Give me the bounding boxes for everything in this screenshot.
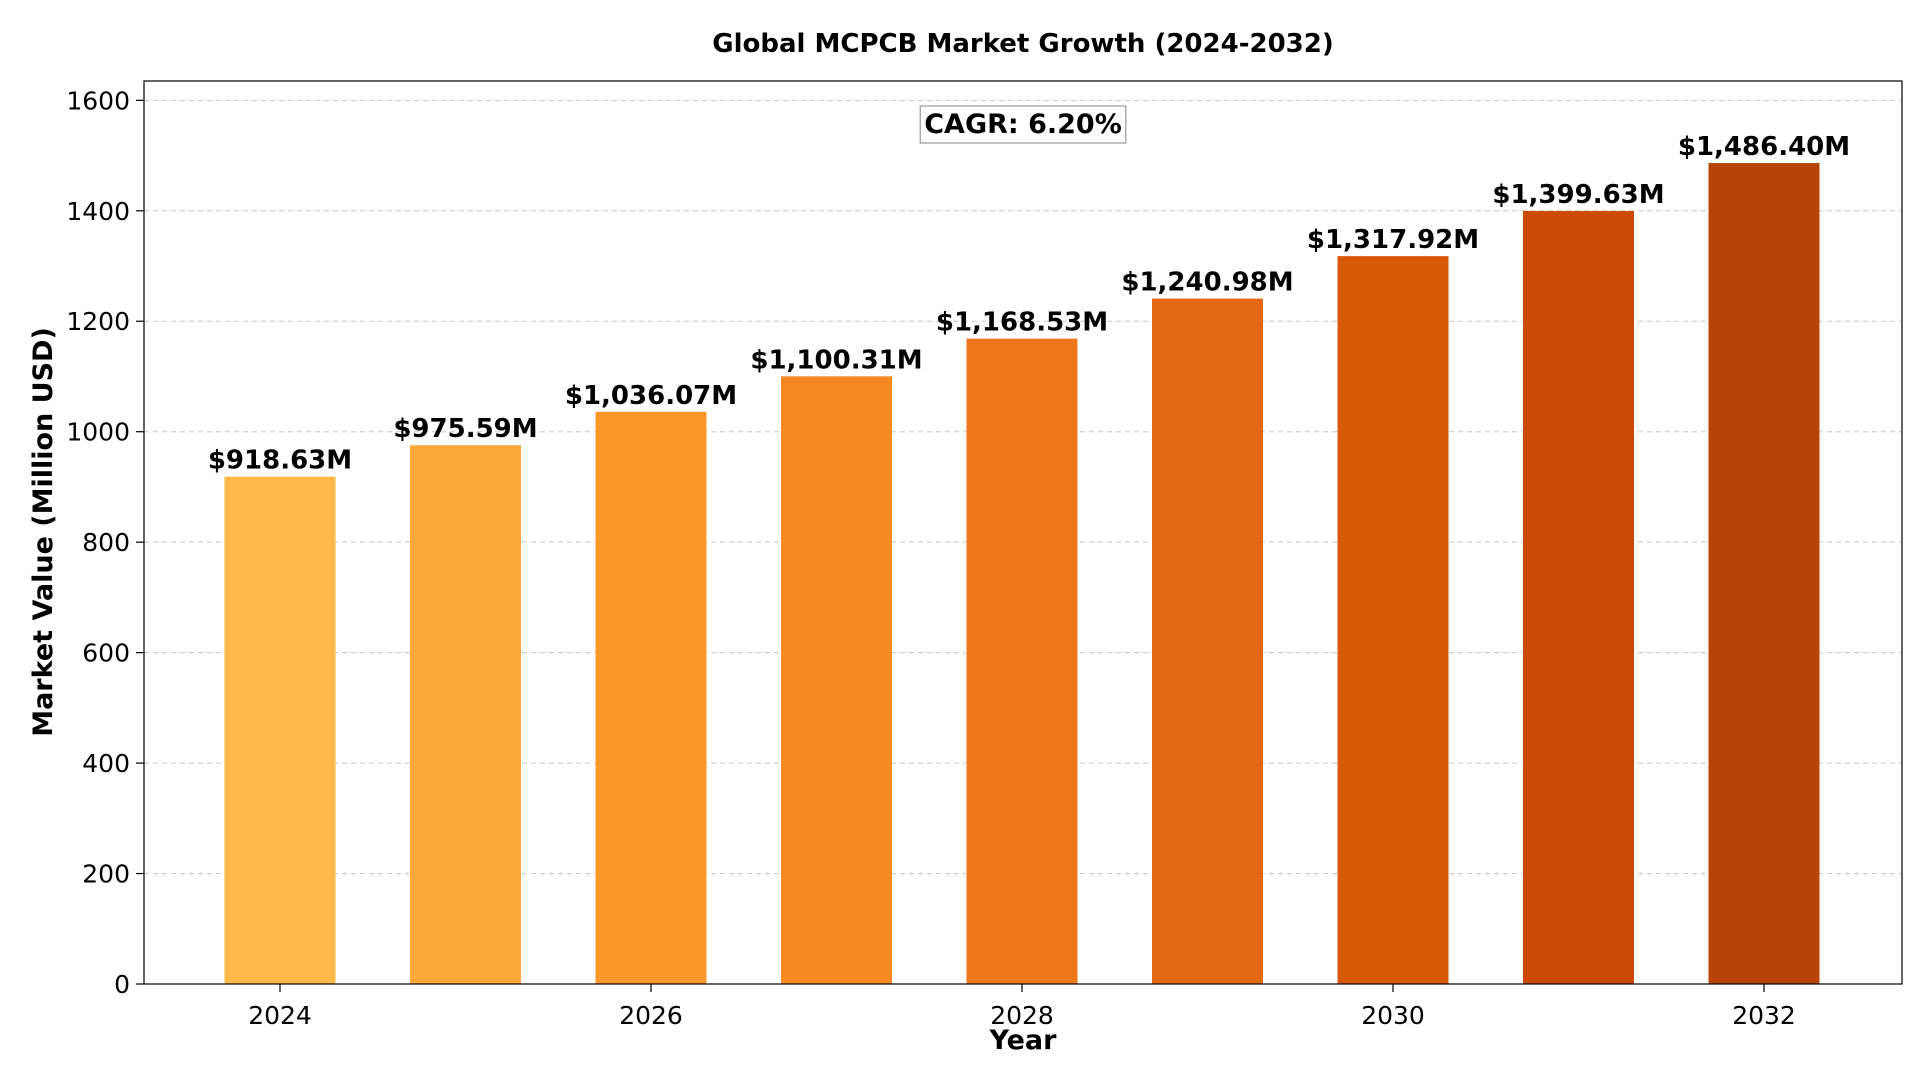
y-tick-label: 1600 (66, 86, 130, 115)
chart-title: Global MCPCB Market Growth (2024-2032) (712, 29, 1333, 59)
y-axis-label: Market Value (Million USD) (28, 327, 59, 737)
y-tick-label: 600 (82, 639, 130, 668)
bar-value-label-2027: $1,100.31M (750, 345, 922, 375)
bar-2032 (1708, 163, 1820, 985)
bar-2030 (1337, 256, 1449, 985)
x-tick-label: 2026 (619, 1001, 683, 1030)
bar-value-label-2025: $975.59M (393, 414, 537, 444)
bar-2024 (224, 476, 336, 984)
bar-2028 (966, 338, 1078, 984)
bar-value-label-2026: $1,036.07M (565, 381, 737, 411)
y-tick-label: 1200 (66, 307, 130, 336)
bar-value-label-2031: $1,399.63M (1492, 180, 1664, 210)
x-axis: 2024 2026 2028 2030 2032 (248, 984, 1796, 1030)
x-tick-label: 2032 (1732, 1001, 1796, 1030)
y-tick-label: 1000 (66, 418, 130, 447)
bar-2029 (1152, 298, 1263, 984)
bar-2026 (595, 411, 707, 985)
x-tick-label: 2030 (1361, 1001, 1425, 1030)
y-tick-label: 800 (82, 528, 130, 557)
y-tick-label: 200 (82, 860, 130, 889)
y-tick-label: 0 (114, 970, 130, 999)
y-tick-label: 1400 (66, 197, 130, 226)
bar-value-label-2032: $1,486.40M (1678, 132, 1850, 162)
plot-frame (143, 80, 1903, 985)
cagr-annotation: CAGR: 6.20% (919, 105, 1127, 144)
bar-value-label-2028: $1,168.53M (936, 308, 1108, 338)
y-axis: 0 200 400 600 800 1000 1200 1400 1600 (66, 86, 144, 999)
x-tick-label: 2028 (990, 1001, 1054, 1030)
bar-2025 (410, 445, 521, 985)
bar-value-label-2029: $1,240.98M (1121, 268, 1293, 298)
x-axis-label: Year (989, 1025, 1058, 1056)
bars (224, 163, 1820, 985)
y-tick-label: 400 (82, 749, 130, 778)
bar-2031 (1523, 210, 1634, 984)
bar-value-labels: $918.63M $975.59M $1,036.07M $1,100.31M $1,1… (208, 132, 1850, 476)
cagr-annotation-box (919, 105, 1127, 144)
x-tick-label: 2024 (248, 1001, 312, 1030)
bar-value-label-2024: $918.63M (208, 446, 352, 476)
bar-2027 (781, 376, 892, 984)
bar-value-label-2030: $1,317.92M (1307, 225, 1479, 255)
cagr-annotation-text: CAGR: 6.20% (924, 109, 1122, 140)
